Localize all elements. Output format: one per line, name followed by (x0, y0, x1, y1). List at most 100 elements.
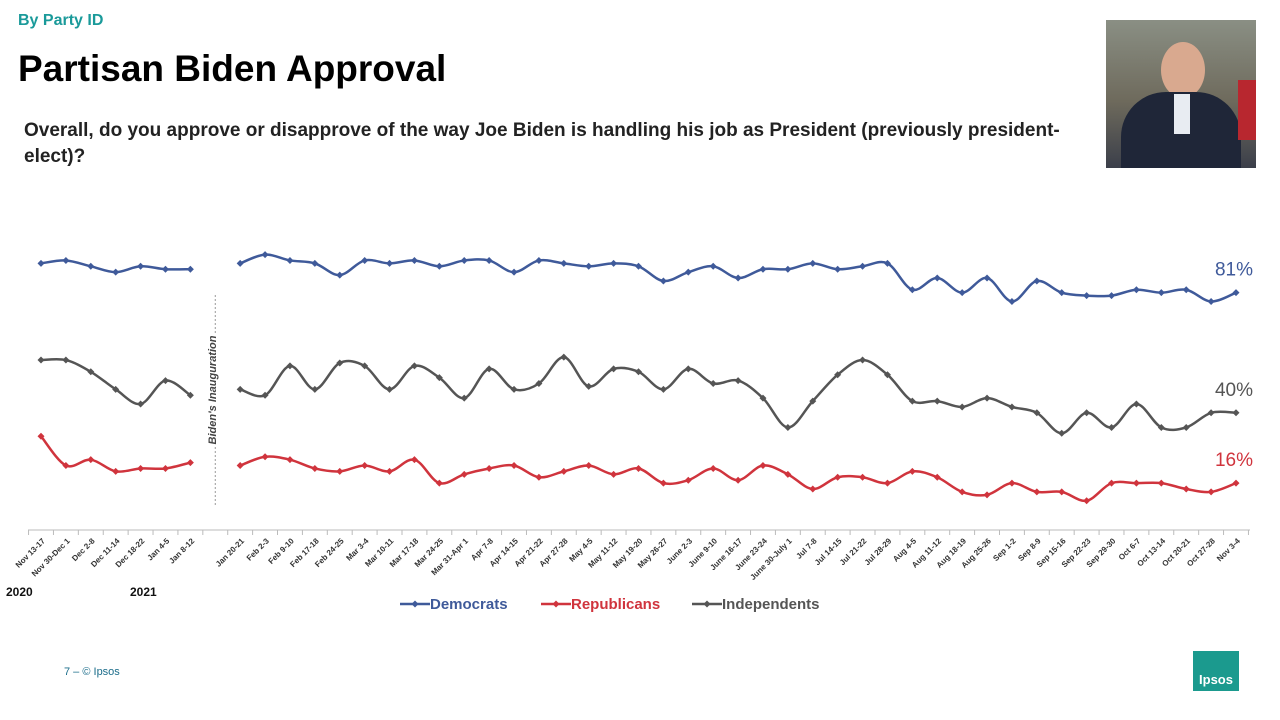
footer: 7 – © Ipsos (64, 666, 120, 678)
point-marker (610, 365, 618, 373)
point-marker (535, 473, 543, 481)
point-marker (859, 473, 867, 481)
point-marker (37, 259, 45, 267)
point-marker (809, 485, 817, 493)
point-marker (1108, 479, 1116, 487)
point-marker (261, 391, 269, 399)
point-marker (635, 262, 642, 270)
point-marker (908, 397, 916, 405)
point-marker (112, 268, 120, 276)
point-marker (659, 479, 667, 487)
point-marker (62, 356, 70, 364)
point-marker (1083, 497, 1091, 505)
point-marker (1083, 292, 1091, 300)
point-marker (410, 362, 418, 370)
x-tick-label: Jan 20-21 (214, 536, 247, 569)
point-marker (261, 453, 269, 461)
point-marker (958, 289, 966, 297)
year-label: 2021 (130, 585, 157, 599)
point-marker (809, 259, 817, 267)
point-marker (983, 394, 991, 402)
point-marker (834, 371, 842, 379)
point-marker (236, 462, 244, 470)
point-marker (361, 462, 369, 470)
point-marker (410, 456, 418, 464)
point-marker (1108, 423, 1116, 431)
legend-marker (703, 600, 711, 608)
point-marker (883, 479, 891, 487)
point-marker (161, 265, 169, 273)
point-marker (585, 382, 593, 390)
point-marker (1108, 292, 1116, 300)
point-marker (585, 462, 593, 470)
point-marker (286, 456, 294, 464)
point-marker (1132, 479, 1140, 487)
point-marker (1132, 400, 1140, 408)
point-marker (460, 256, 468, 264)
point-marker (460, 470, 468, 478)
question: Overall, do you approve or disapprove of… (24, 120, 1060, 167)
point-marker (784, 470, 792, 478)
point-marker (933, 397, 941, 405)
point-marker (460, 394, 468, 402)
logo: Ipsos (1193, 651, 1239, 691)
point-marker (859, 262, 867, 270)
point-marker (809, 397, 817, 405)
point-marker (784, 423, 792, 431)
point-marker (186, 265, 194, 273)
point-marker (1182, 286, 1190, 294)
point-marker (709, 262, 717, 270)
point-marker (286, 362, 294, 370)
point-marker (1207, 409, 1215, 417)
point-marker (659, 277, 667, 285)
point-marker (410, 256, 418, 264)
point-marker (734, 377, 742, 385)
point-marker (62, 256, 70, 264)
point-marker (734, 476, 742, 484)
point-marker (1207, 488, 1215, 496)
point-marker (1008, 479, 1016, 487)
point-marker (759, 265, 767, 273)
point-marker (1157, 423, 1165, 431)
point-marker (734, 274, 742, 282)
point-marker (435, 262, 443, 270)
point-marker (485, 464, 493, 472)
point-marker (236, 385, 244, 393)
point-marker (560, 353, 568, 361)
point-marker (958, 488, 966, 496)
point-marker (161, 377, 169, 385)
point-marker (336, 467, 344, 475)
x-tick-label: Sep 1-2 (991, 536, 1018, 563)
point-marker (1232, 409, 1240, 417)
point-marker (535, 256, 543, 264)
point-marker (1232, 289, 1240, 297)
point-marker (709, 464, 717, 472)
point-marker (286, 256, 294, 264)
point-marker (386, 467, 394, 475)
point-marker (336, 359, 344, 367)
point-marker (635, 464, 642, 472)
point-marker (709, 380, 717, 387)
point-marker (87, 456, 95, 464)
point-marker (1207, 297, 1215, 305)
point-marker (883, 371, 891, 379)
point-marker (112, 467, 120, 475)
point-marker (1008, 403, 1016, 411)
point-marker (37, 356, 45, 364)
kicker: By Party ID (18, 12, 104, 29)
title: Partisan Biden Approval (18, 48, 447, 89)
point-marker (236, 259, 244, 267)
point-marker (1182, 485, 1190, 493)
point-marker (137, 400, 145, 408)
point-marker (261, 251, 269, 259)
point-marker (1033, 277, 1041, 285)
point-marker (87, 262, 95, 270)
point-marker (186, 391, 194, 399)
point-marker (137, 464, 145, 472)
legend-marker (411, 600, 419, 608)
point-marker (510, 385, 518, 393)
point-marker (37, 432, 45, 440)
point-marker (933, 473, 941, 481)
point-marker (933, 274, 941, 282)
